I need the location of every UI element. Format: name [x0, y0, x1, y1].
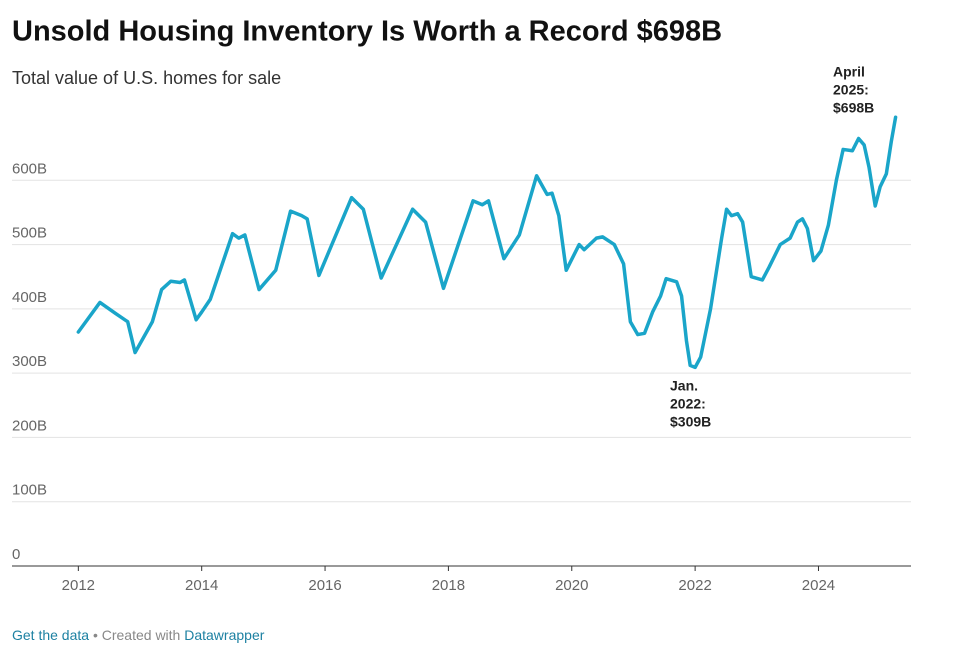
annotation: $698B	[833, 100, 874, 116]
data-line	[76, 115, 898, 370]
x-tick-label: 2012	[62, 577, 95, 594]
y-tick-label: 600B	[12, 160, 47, 177]
footer-text: • Created with	[89, 627, 184, 643]
x-tick-label: 2020	[555, 577, 588, 594]
chart-title: Unsold Housing Inventory Is Worth a Reco…	[12, 16, 722, 48]
y-tick-label: 200B	[12, 417, 47, 434]
datawrapper-link[interactable]: Datawrapper	[184, 627, 264, 643]
x-tick-label: 2024	[802, 577, 835, 594]
footer: Get the data • Created with Datawrapper	[12, 627, 265, 643]
annotation: $309B	[670, 414, 711, 430]
x-tick-label: 2018	[432, 577, 465, 594]
annotation: 2025:	[833, 82, 869, 98]
y-tick-label: 300B	[12, 353, 47, 370]
y-tick-label: 500B	[12, 225, 47, 242]
y-tick-label: 0	[12, 546, 20, 563]
x-tick-label: 2014	[185, 577, 218, 594]
get-data-link[interactable]: Get the data	[12, 627, 89, 643]
annotation: Jan.	[670, 378, 698, 394]
x-tick-label: 2022	[678, 577, 711, 594]
y-tick-label: 400B	[12, 289, 47, 306]
x-tick-label: 2016	[308, 577, 341, 594]
annotation: April	[833, 64, 865, 80]
y-tick-label: 100B	[12, 482, 47, 499]
chart-subtitle: Total value of U.S. homes for sale	[12, 68, 281, 88]
annotation: 2022:	[670, 396, 706, 412]
